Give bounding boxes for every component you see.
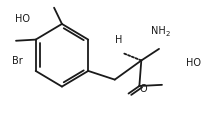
Text: 2: 2: [164, 31, 169, 37]
Text: NH: NH: [151, 26, 165, 35]
Text: HO: HO: [15, 14, 30, 24]
Text: O: O: [139, 84, 147, 93]
Text: H: H: [115, 35, 122, 45]
Text: Br: Br: [12, 55, 23, 65]
Text: HO: HO: [185, 58, 200, 68]
